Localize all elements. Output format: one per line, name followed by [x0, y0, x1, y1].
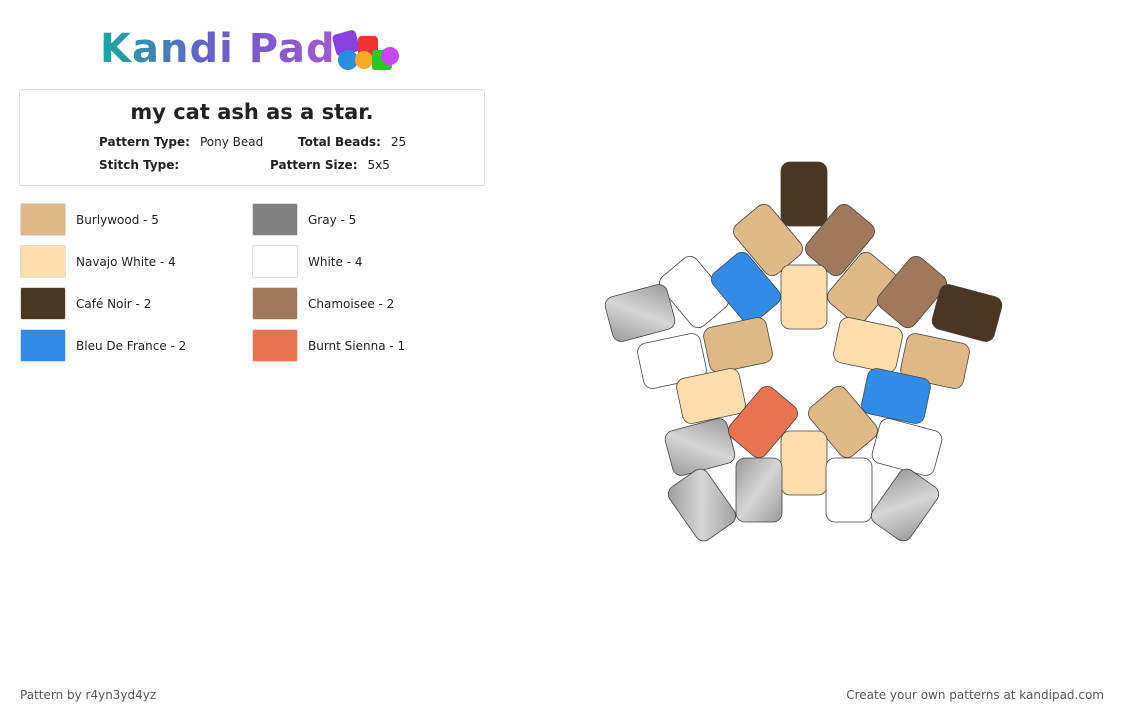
legend-swatch — [252, 287, 298, 320]
field: Pattern Size: 5x5 — [270, 158, 390, 172]
field: Total Beads: 25 — [298, 135, 406, 149]
legend-label: Bleu De France - 2 — [76, 338, 187, 353]
legend-swatch — [252, 245, 298, 278]
bead — [733, 203, 803, 277]
bead — [604, 284, 676, 342]
logo-icon — [332, 30, 399, 70]
field: Pattern Type: Pony Bead — [99, 135, 263, 149]
legend-item: Burnt Sienna - 1 — [252, 329, 405, 362]
legend-item: Burlywood - 5 — [20, 203, 159, 236]
bead — [861, 368, 931, 424]
bead — [703, 317, 773, 373]
bead — [780, 264, 828, 330]
field: Stitch Type: — [99, 158, 189, 172]
field-value: 5x5 — [367, 158, 390, 172]
bead — [871, 418, 943, 476]
field-label: Total Beads: — [298, 135, 381, 149]
legend-label: Burlywood - 5 — [76, 212, 159, 227]
bead — [667, 468, 737, 542]
legend-swatch — [252, 329, 298, 362]
legend-swatch — [252, 203, 298, 236]
bead — [780, 161, 828, 227]
legend-swatch — [20, 245, 66, 278]
bead — [780, 430, 828, 496]
logo[interactable]: Kandi Pad — [100, 26, 336, 72]
legend-swatch — [20, 287, 66, 320]
bead — [833, 317, 903, 373]
bead — [735, 457, 783, 523]
bead — [931, 284, 1003, 342]
legend-label: Chamoisee - 2 — [308, 296, 395, 311]
bead — [676, 368, 746, 424]
legend-label: Gray - 5 — [308, 212, 357, 227]
bead — [711, 251, 781, 325]
field-label: Stitch Type: — [99, 158, 180, 172]
legend-item: Chamoisee - 2 — [252, 287, 394, 320]
legend-item: White - 4 — [252, 245, 363, 278]
bead — [900, 333, 970, 389]
legend-label: White - 4 — [308, 254, 363, 269]
pattern-title: my cat ash as a star. — [130, 100, 374, 124]
legend-label: Navajo White - 4 — [76, 254, 176, 269]
footer-credit: Pattern by r4yn3yd4yz — [20, 688, 157, 702]
field-label: Pattern Size: — [270, 158, 358, 172]
bead — [870, 468, 940, 542]
bead — [805, 203, 875, 277]
bead — [877, 255, 947, 329]
pattern-info: my cat ash as a star. Pattern Type: Pony … — [19, 89, 485, 186]
legend-label: Café Noir - 2 — [76, 296, 152, 311]
bead — [728, 385, 798, 459]
footer-link[interactable]: Create your own patterns at kandipad.com — [846, 688, 1104, 702]
field-label: Pattern Type: — [99, 135, 190, 149]
legend-item: Bleu De France - 2 — [20, 329, 186, 362]
legend-item: Navajo White - 4 — [20, 245, 176, 278]
legend-swatch — [20, 329, 66, 362]
legend-label: Burnt Sienna - 1 — [308, 338, 406, 353]
legend-swatch — [20, 203, 66, 236]
bead — [825, 457, 873, 523]
legend-item: Café Noir - 2 — [20, 287, 151, 320]
legend-item: Gray - 5 — [252, 203, 356, 236]
field-value: Pony Bead — [199, 135, 264, 149]
bead — [637, 333, 707, 389]
bead — [664, 418, 736, 476]
field-value: 25 — [390, 135, 407, 149]
